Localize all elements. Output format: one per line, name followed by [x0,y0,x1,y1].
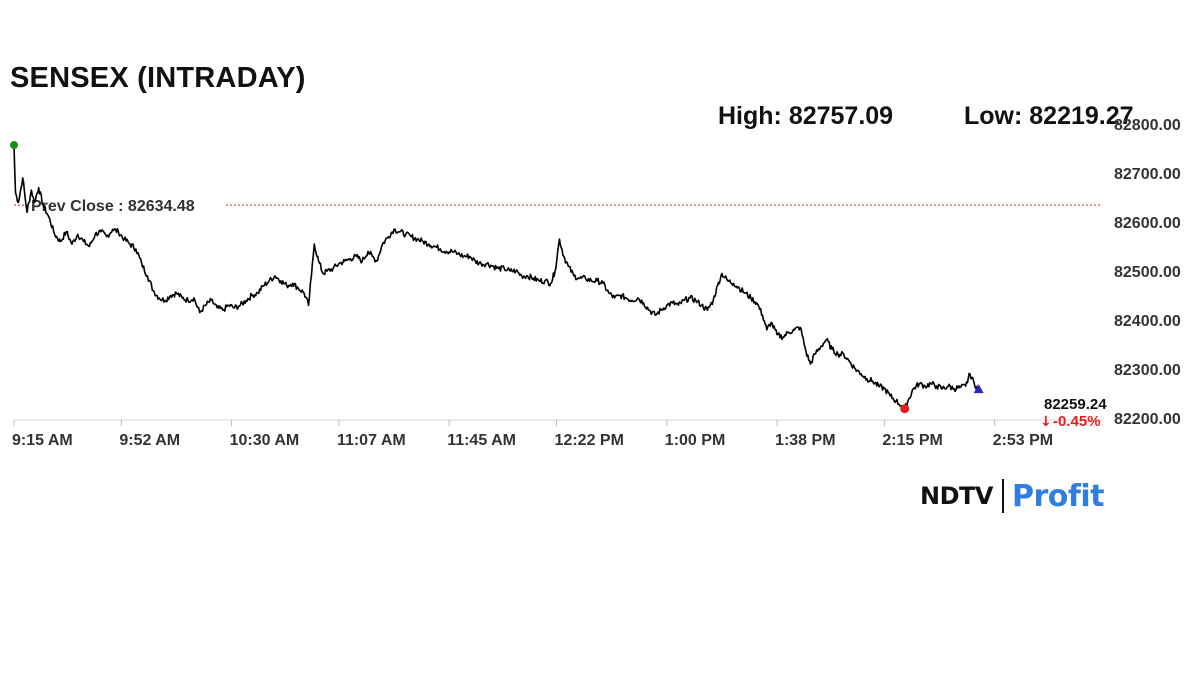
y-tick-label: 82500.00 [1114,264,1181,281]
y-tick-label: 82400.00 [1114,313,1181,330]
prev-close-label-bg [28,194,226,216]
y-tick-label: 82200.00 [1114,411,1181,428]
price-line [13,145,980,410]
y-tick-label: 82600.00 [1114,215,1181,232]
y-tick-label: 82300.00 [1114,362,1181,379]
last-price-marker [973,384,984,394]
x-tick-label: 9:52 AM [119,432,180,449]
logo-separator [1001,479,1004,513]
chart-title: SENSEX (INTRADAY) [10,62,306,94]
y-tick-label: 82700.00 [1114,166,1181,183]
x-tick-label: 11:07 AM [337,432,406,449]
change-percent-label: -0.45% [1053,413,1101,430]
x-tick-label: 1:00 PM [665,432,725,449]
x-tick-label: 1:38 PM [775,432,835,449]
x-tick-label: 10:30 AM [230,432,300,449]
day-high-text: High: 82757.09 [718,102,894,130]
y-tick-label: 82800.00 [1114,117,1181,134]
logo-sub-text: Profit [1011,478,1105,514]
prev-close-label: Prev Close : 82634.48 [31,198,195,215]
day-low-text: Low: 82219.27 [964,102,1134,130]
logo-brand-text: NDTV [920,482,993,510]
x-tick-label: 11:45 AM [447,432,516,449]
x-tick-label: 12:22 PM [555,432,624,449]
high-marker [10,141,18,150]
low-marker [900,404,910,414]
ndtv-profit-logo: NDTV Profit [920,478,1105,514]
change-arrow-icon: ↓ [1040,414,1052,430]
x-tick-label: 2:53 PM [993,432,1053,449]
x-tick-label: 2:15 PM [882,432,942,449]
last-price-label: 82259.24 [1044,396,1107,413]
x-tick-label: 9:15 AM [12,432,73,449]
